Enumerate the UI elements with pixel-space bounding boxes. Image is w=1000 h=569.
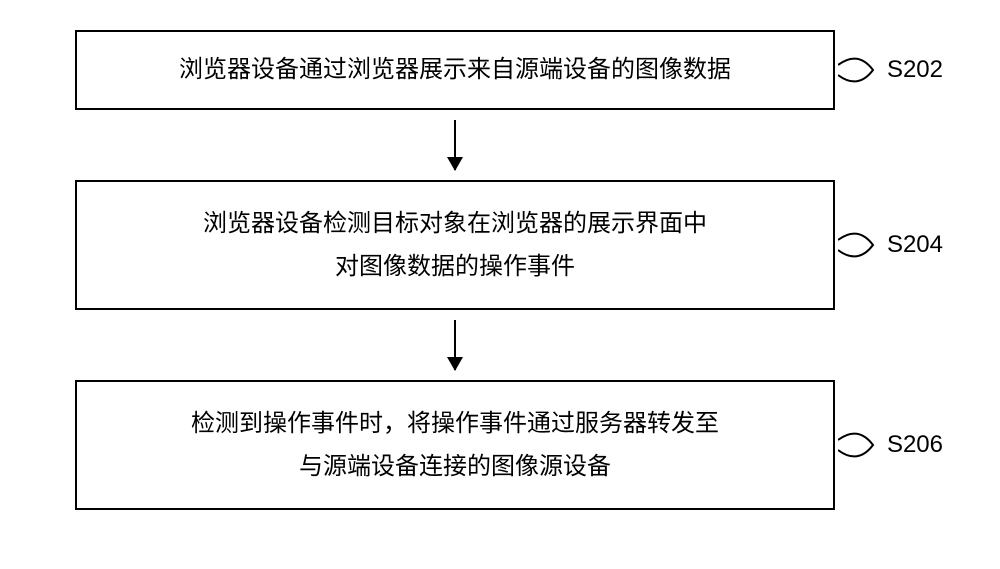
step-box-3: 检测到操作事件时，将操作事件通过服务器转发至与源端设备连接的图像源设备 S206 [75,380,835,510]
step-label-1: S202 [887,56,943,84]
step-text-2: 浏览器设备检测目标对象在浏览器的展示界面中对图像数据的操作事件 [203,202,707,288]
step-text-3: 检测到操作事件时，将操作事件通过服务器转发至与源端设备连接的图像源设备 [191,402,719,488]
step-box-2: 浏览器设备检测目标对象在浏览器的展示界面中对图像数据的操作事件 S204 [75,180,835,310]
step-label-2: S204 [887,231,943,259]
arrow-1 [75,110,835,180]
step-box-1: 浏览器设备通过浏览器展示来自源端设备的图像数据 S202 [75,30,835,110]
step-label-3: S206 [887,431,943,459]
connector-curve-2 [838,220,883,270]
connector-curve-3 [838,420,883,470]
step-text-1: 浏览器设备通过浏览器展示来自源端设备的图像数据 [179,48,731,91]
flowchart-container: 浏览器设备通过浏览器展示来自源端设备的图像数据 S202 浏览器设备检测目标对象… [75,30,925,510]
connector-curve-1 [838,45,883,95]
arrow-2 [75,310,835,380]
